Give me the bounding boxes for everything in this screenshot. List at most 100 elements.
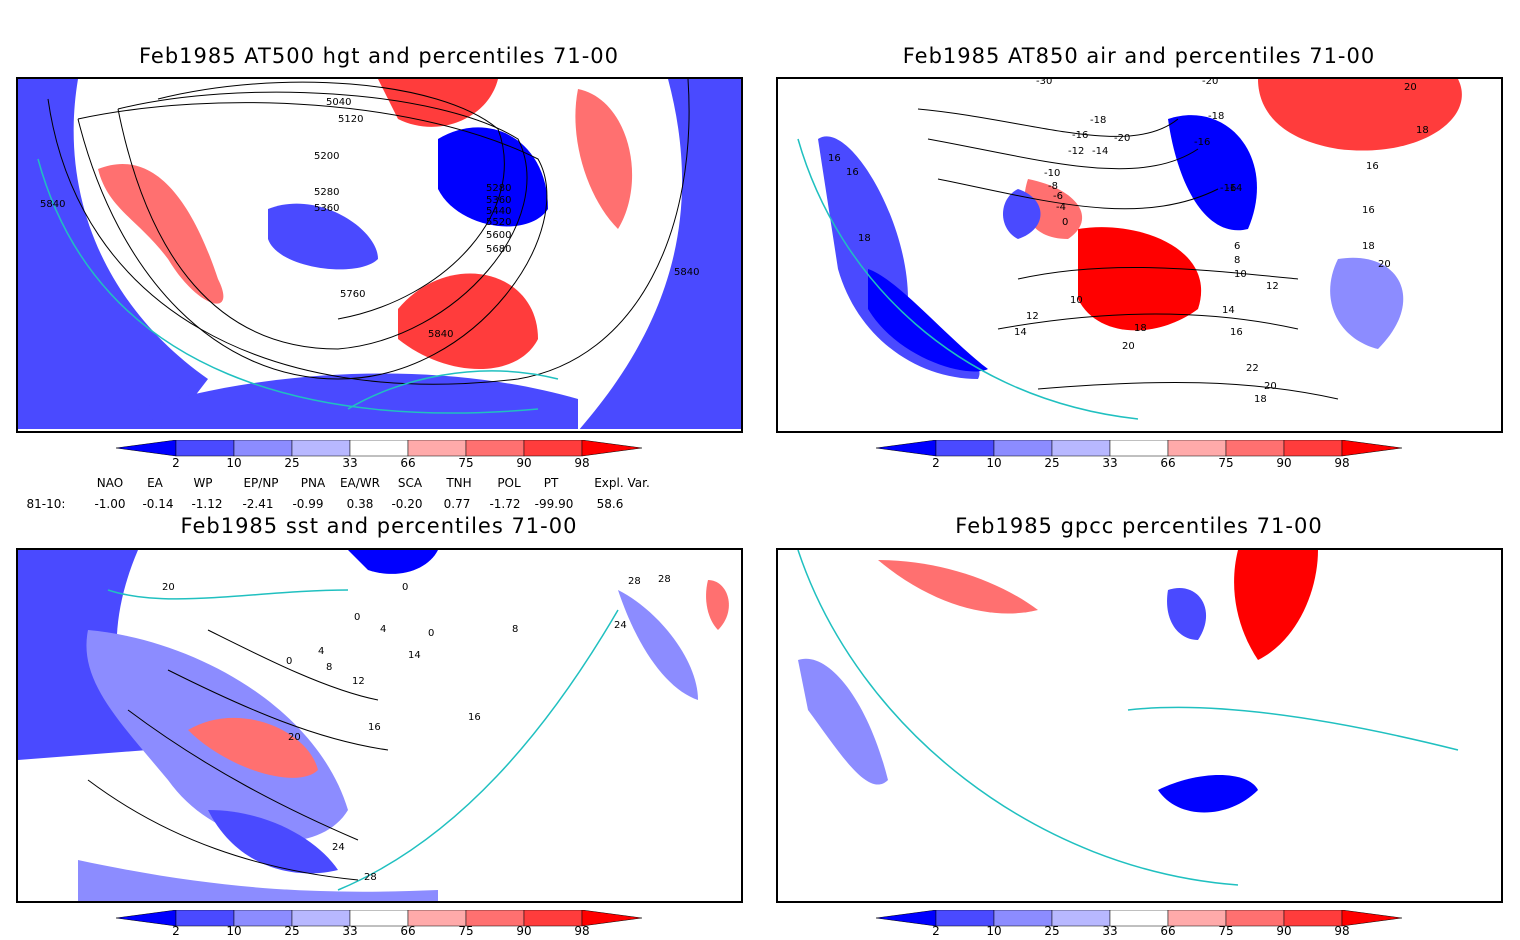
colorbar-bottom-right: [876, 910, 1403, 927]
index-period: 81-10:: [26, 497, 66, 511]
colorbar-arrow-high: [581, 910, 643, 927]
colorbar-label: 90: [516, 924, 532, 938]
colorbar-segment: [1225, 440, 1285, 457]
field-red-atlantic: [188, 717, 318, 778]
index-names-row: NAO EA WP EP/NP PNA EA/WR SCA TNH POL PT…: [0, 476, 700, 492]
contour-label: -10: [1044, 168, 1060, 179]
contour-label: 5440: [486, 206, 511, 217]
field-red-canada: [878, 560, 1038, 614]
panel-title-hgt500: Feb1985 AT500 hgt and percentiles 71-00: [138, 44, 619, 68]
panel-title-sst: Feb1985 sst and percentiles 71-00: [180, 514, 578, 538]
field-blue-scandi: [1168, 115, 1257, 231]
contour-label: 24: [332, 842, 345, 853]
field-red-europe: [1234, 550, 1318, 660]
contour-label: 5200: [314, 151, 339, 162]
index-value: -0.14: [142, 497, 174, 511]
contour-label: 16: [1362, 205, 1375, 216]
colorbar-label: 10: [986, 456, 1002, 470]
index-name: EP/NP: [243, 476, 279, 490]
field-blue-south: [138, 373, 578, 429]
contour-label: 5520: [486, 217, 511, 228]
contour-label: 20: [1378, 259, 1391, 270]
contour-label: 12: [1266, 281, 1279, 292]
panel-title-gpcc: Feb1985 gpcc percentiles 71-00: [955, 514, 1323, 538]
contour-label: 20: [162, 582, 175, 593]
field-blue-west: [18, 79, 208, 429]
index-value: -99.90: [534, 497, 574, 511]
contour-label: 8: [326, 662, 332, 673]
colorbar-segment: [523, 440, 583, 457]
index-value: -1.12: [191, 497, 223, 511]
index-value: 0.77: [443, 497, 471, 511]
contour-label: -8: [1048, 181, 1058, 192]
colorbar-label: 25: [284, 456, 300, 470]
field-blue-low: [438, 127, 548, 227]
index-name: POL: [497, 476, 521, 490]
contour-label: 5600: [486, 230, 511, 241]
index-name: WP: [193, 476, 213, 490]
colorbar-arrow-high: [581, 440, 643, 457]
field-red-atlantic: [1078, 227, 1202, 331]
index-name: EA: [147, 476, 163, 490]
contour-label: 16: [846, 167, 859, 178]
field-red-east: [575, 89, 633, 229]
contour-label: 12: [1026, 311, 1039, 322]
map-sst: 20 28 0 0 0 4 0 4 8 8 12 14 16 16 20 24 …: [18, 550, 729, 901]
colorbar-segment: [1283, 440, 1343, 457]
index-name: SCA: [397, 476, 423, 490]
contour-labels-sst: 20 28 0 0 0 4 0 4 8 8 12 14 16 16 20 24 …: [162, 574, 671, 883]
contour-label: 5360: [486, 195, 511, 206]
map-hgt500: 5040 5120 5200 5280 5360 5280 5360 5440 …: [18, 79, 741, 429]
colorbar-segment: [1167, 440, 1227, 457]
map-panel-gpcc: [776, 548, 1503, 903]
colorbar-label: 75: [1218, 456, 1234, 470]
contour-labels-air850: -30 -20 -18 -16 -18 -16 -20 -12 -14 -16 …: [828, 79, 1429, 405]
contour-label: 16: [1366, 161, 1379, 172]
colorbar-arrow-high: [1341, 440, 1403, 457]
contour-label: 16: [1230, 327, 1243, 338]
index-value: 58.6: [596, 497, 624, 511]
colorbar-label: 33: [342, 924, 358, 938]
index-name: PT: [543, 476, 559, 490]
colorbar-label: 98: [574, 924, 590, 938]
colorbar-label: 25: [284, 924, 300, 938]
contour-label: 8: [512, 624, 518, 635]
colorbar-label: 2: [932, 456, 940, 470]
colorbar-label: 2: [172, 924, 180, 938]
field-blue-south: [208, 810, 338, 874]
contour-label: 5840: [40, 199, 65, 210]
field-blue-east: [578, 79, 741, 429]
colorbar-label: 90: [1276, 456, 1292, 470]
map-air850: -30 -20 -18 -16 -18 -16 -20 -12 -14 -16 …: [778, 79, 1462, 431]
contour-label: -16: [1072, 130, 1088, 141]
map-panel-air850: -30 -20 -18 -16 -18 -16 -20 -12 -14 -16 …: [776, 77, 1503, 433]
contour-label: -4: [1056, 202, 1066, 213]
colorbar-label: 2: [932, 924, 940, 938]
colorbar-label: 66: [400, 456, 416, 470]
contour-label: 16: [828, 153, 841, 164]
colorbar-label: 33: [342, 456, 358, 470]
index-value: -0.20: [391, 497, 423, 511]
contour-label: 5280: [486, 183, 511, 194]
colorbar-segment: [1109, 440, 1169, 457]
contour-label: -18: [1208, 111, 1224, 122]
index-value: -1.00: [94, 497, 126, 511]
colorbar-segment: [233, 440, 293, 457]
colorbar-segment: [175, 440, 235, 457]
contour-label: 8: [1234, 255, 1240, 266]
contour-label: 4: [380, 624, 386, 635]
colorbar-top-right: [876, 440, 1403, 457]
colorbar-label: 75: [1218, 924, 1234, 938]
index-name: NAO: [96, 476, 124, 490]
colorbar-top-left: [116, 440, 643, 457]
contour-label: 22: [1246, 363, 1259, 374]
index-name: Expl. Var.: [594, 476, 650, 490]
contour-label: 14: [1222, 305, 1235, 316]
contour-label: 20: [1404, 82, 1417, 93]
field-blue-atlantic: [268, 203, 378, 270]
colorbar-label: 90: [1276, 924, 1292, 938]
index-values-row: 81-10: -1.00 -0.14 -1.12 -2.41 -0.99 0.3…: [0, 497, 700, 513]
contour-label: -12: [1068, 146, 1084, 157]
contour-label: 14: [408, 650, 421, 661]
field-blue-america: [798, 658, 888, 785]
